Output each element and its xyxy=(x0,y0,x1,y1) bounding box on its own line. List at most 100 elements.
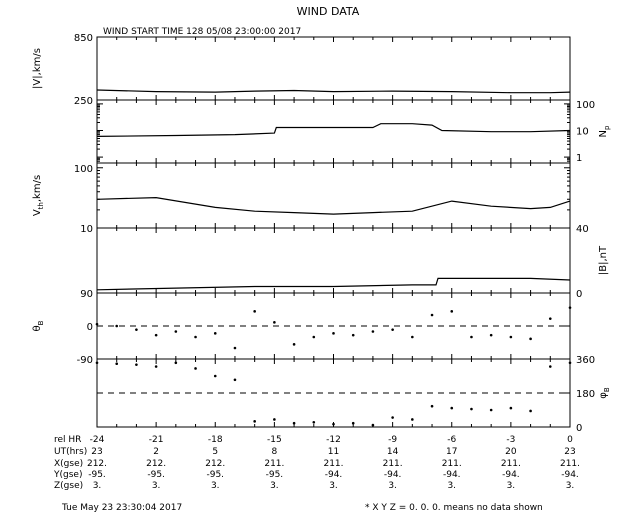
y-tick-label: -90 xyxy=(77,355,93,366)
axis-cell: 0 xyxy=(567,435,573,445)
axis-cell: 212. xyxy=(146,459,166,469)
data-point xyxy=(371,330,375,333)
y-axis-label-main: |V|,km/s xyxy=(32,48,43,89)
axis-cell: -94. xyxy=(325,470,343,480)
time-axis-table: rel HR UT(hrs) X(gse)Y(gse)Z(gse) -24 -21 -18… xyxy=(53,435,580,491)
data-point xyxy=(253,310,256,313)
data-point xyxy=(95,361,99,365)
panel-frame xyxy=(96,36,571,101)
y-axis-label-sub: p xyxy=(603,125,611,130)
axis-row-label: X(gse) xyxy=(54,459,83,469)
axis-cell: 14 xyxy=(387,447,399,457)
data-point xyxy=(371,423,375,427)
data-point xyxy=(391,416,394,419)
y-axis-label-main: V xyxy=(32,209,43,216)
axis-cell: -95. xyxy=(266,470,284,480)
data-point xyxy=(135,328,138,331)
axis-cell: -94. xyxy=(443,470,461,480)
axis-cell: -94. xyxy=(561,470,579,480)
data-point xyxy=(273,418,276,421)
footer-timestamp: Tue May 23 23:30:04 2017 xyxy=(61,503,182,512)
data-point xyxy=(312,335,316,339)
y-axis-label-main: N xyxy=(598,130,609,137)
axis-cell: 211. xyxy=(323,459,343,469)
axis-cell: -95. xyxy=(88,470,106,480)
axis-cell: -95. xyxy=(206,470,224,480)
y-axis-label-sub: th xyxy=(37,202,45,209)
data-point xyxy=(351,333,355,337)
y-tick-label: 40 xyxy=(576,224,589,235)
data-point xyxy=(548,365,552,368)
axis-cell: -12 xyxy=(326,435,341,445)
data-point xyxy=(115,362,119,366)
y-axis-label: θB xyxy=(32,320,45,331)
series-line xyxy=(96,89,571,94)
axis-cell: 211. xyxy=(442,459,462,469)
chart-subtitle: WIND START TIME 128 05/08 23:00:00 2017 xyxy=(103,27,301,37)
axis-cell: -21 xyxy=(149,435,164,445)
data-point xyxy=(351,421,355,425)
axis-cell: 5 xyxy=(212,447,218,457)
axis-cell: 3. xyxy=(566,481,575,491)
axis-cell: 3. xyxy=(507,481,516,491)
data-point xyxy=(194,335,197,339)
data-point xyxy=(213,332,217,335)
y-tick-label: 90 xyxy=(80,289,93,300)
y-axis-label-sub: B xyxy=(603,387,611,392)
axis-cell: -94. xyxy=(502,470,520,480)
y-axis-label: |V|,km/s xyxy=(32,48,43,89)
y-tick-label: 1 xyxy=(576,153,582,164)
data-point xyxy=(509,335,513,339)
y-axis-label: |B|,nT xyxy=(598,245,609,275)
axis-cell: -9 xyxy=(388,435,397,445)
y-tick-label: 250 xyxy=(74,96,93,107)
panel-frame xyxy=(96,162,571,229)
data-point xyxy=(450,406,454,410)
data-point xyxy=(332,332,335,335)
axis-cell: 211. xyxy=(383,459,403,469)
data-point xyxy=(529,337,532,341)
data-point xyxy=(253,420,256,423)
footer-note: * X Y Z = 0. 0. 0. means no data shown xyxy=(365,503,543,512)
y-tick-label: 100 xyxy=(576,100,595,111)
axis-cell: 20 xyxy=(505,447,517,457)
data-point xyxy=(509,406,513,410)
axis-cell: 3. xyxy=(93,481,102,491)
data-point xyxy=(174,330,178,333)
axis-cell: 3. xyxy=(447,481,456,491)
axis-cell: 2 xyxy=(153,447,159,457)
data-point xyxy=(174,361,178,365)
data-point xyxy=(568,306,572,309)
axis-cell: 3. xyxy=(270,481,279,491)
data-point xyxy=(430,313,434,317)
data-point xyxy=(489,408,493,412)
y-tick-label: 0 xyxy=(87,322,93,333)
axis-cell: -95. xyxy=(147,470,165,480)
data-point xyxy=(273,321,276,324)
y-tick-label: 100 xyxy=(74,164,93,175)
axis-row-label: rel HR xyxy=(54,435,81,445)
y-tick-label: 0 xyxy=(576,423,582,434)
axis-cell: 8 xyxy=(272,447,278,457)
axis-cell: 212. xyxy=(205,459,225,469)
axis-cell: 11 xyxy=(328,447,339,457)
series-line xyxy=(96,123,571,137)
data-point xyxy=(135,363,138,366)
data-point xyxy=(115,324,119,328)
axis-cell: 211. xyxy=(264,459,284,469)
data-point xyxy=(332,422,335,426)
data-point xyxy=(430,404,434,408)
data-point xyxy=(95,322,99,326)
y-axis-label-main: φ xyxy=(598,392,609,399)
axis-cell: 211. xyxy=(501,459,521,469)
panel-group: 850 250 |V|,km/s 100 10 1 Np 100 10 Vth,km/s 40 0 |B… xyxy=(32,33,611,434)
data-point xyxy=(470,407,473,411)
data-point xyxy=(568,361,572,365)
axis-cell: -24 xyxy=(90,435,105,445)
axis-cell: 211. xyxy=(560,459,580,469)
y-tick-label: 10 xyxy=(576,126,589,137)
y-tick-label: 850 xyxy=(74,33,93,44)
chart-title: WIND DATA xyxy=(297,5,360,18)
data-point xyxy=(213,374,217,378)
data-point xyxy=(194,367,197,370)
